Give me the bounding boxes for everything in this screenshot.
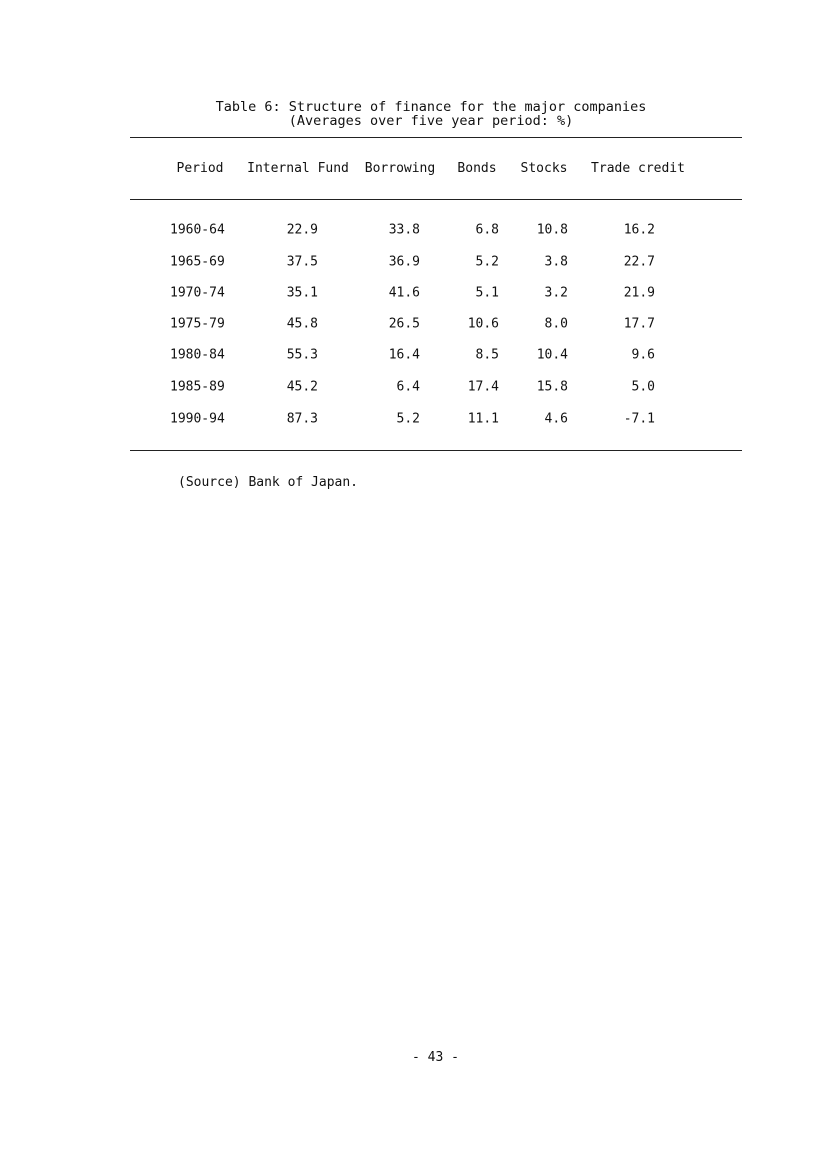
table-cell: 21.9 [623,285,655,301]
table-cell: 33.8 [388,222,420,238]
table-cell: 10.8 [536,222,568,238]
table-cell: 16.4 [388,347,420,363]
column-header: Trade credit [591,161,685,176]
period-cell: 1960-64 [170,222,225,238]
table-cell: 5.0 [631,379,655,395]
table-cell: 5.2 [475,254,499,270]
bottom-rule [130,450,742,451]
table-cell: 5.2 [396,411,420,427]
table-cell: 41.6 [388,285,420,301]
table-cell: 17.4 [467,379,499,395]
table-cell: 3.8 [544,254,568,270]
table-cell: 9.6 [631,347,655,363]
table-cell: 15.8 [536,379,568,395]
table-cell: 11.1 [467,411,499,427]
table-cell: 3.2 [544,285,568,301]
table-cell: 16.2 [623,222,655,238]
table-cell: 8.0 [544,316,568,332]
period-cell: 1985-89 [170,379,225,395]
column-header: Internal Fund [247,161,349,176]
table-cell: 87.3 [286,411,318,427]
table-cell: 37.5 [286,254,318,270]
column-header: Stocks [520,161,568,176]
table-cell: 45.2 [286,379,318,395]
table-cell: 45.8 [286,316,318,332]
table-cell: -7.1 [623,411,655,427]
table-cell: 10.4 [536,347,568,363]
top-rule [130,137,742,138]
table-cell: 22.9 [286,222,318,238]
table-cell: 10.6 [467,316,499,332]
table-cell: 4.6 [544,411,568,427]
table-subtitle: (Averages over five year period: %) [288,113,574,129]
column-header: Bonds [457,161,497,176]
table-cell: 6.4 [396,379,420,395]
table-cell: 17.7 [623,316,655,332]
header-rule [130,199,742,200]
period-cell: 1990-94 [170,411,225,427]
table-cell: 6.8 [475,222,499,238]
table-title: Table 6: Structure of finance for the ma… [215,99,647,115]
table-cell: 8.5 [475,347,499,363]
period-cell: 1970-74 [170,285,225,301]
period-cell: 1965-69 [170,254,225,270]
table-cell: 35.1 [286,285,318,301]
table-cell: 36.9 [388,254,420,270]
table-cell: 5.1 [475,285,499,301]
page-number: - 43 - [412,1050,459,1065]
table-cell: 26.5 [388,316,420,332]
table-cell: 22.7 [623,254,655,270]
column-header: Period [176,161,224,176]
period-cell: 1975-79 [170,316,225,332]
column-header: Borrowing [364,161,436,176]
table-cell: 55.3 [286,347,318,363]
source-note: (Source) Bank of Japan. [178,475,359,490]
period-cell: 1980-84 [170,347,225,363]
